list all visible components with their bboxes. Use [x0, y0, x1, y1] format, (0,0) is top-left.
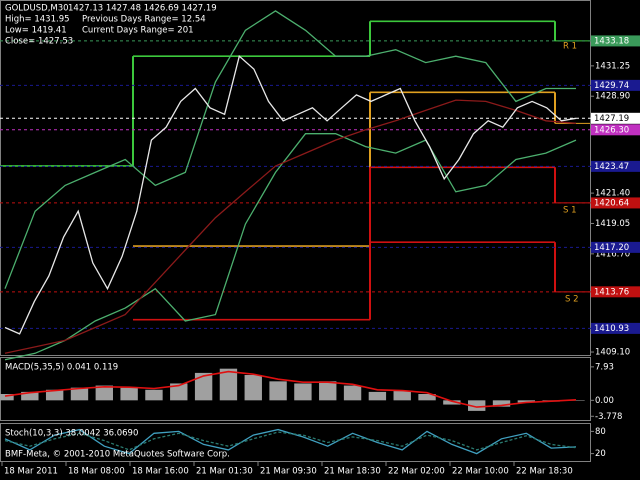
- y-tick-label: 1428.90: [595, 92, 630, 102]
- price-box-label: 1420.64: [594, 198, 629, 208]
- histogram-bar: [219, 368, 238, 401]
- price-box-label: 1433.18: [594, 36, 629, 46]
- histogram-bar: [418, 394, 436, 401]
- series-line: [4, 133, 577, 361]
- chart-layer: 1431.25 1428.90 1421.40 1419.05 1416.70 1409.…: [0, 10, 640, 477]
- y-tick-label: 1419.05: [595, 219, 630, 229]
- price-box-label: 1429.74: [594, 81, 629, 91]
- level-annotation: S 1: [563, 206, 577, 216]
- histogram-bar: [517, 400, 536, 403]
- price-box: [591, 79, 640, 91]
- histogram-bar: [120, 387, 138, 401]
- histogram-bar: [145, 389, 163, 401]
- y-tick-label: 1409.10: [595, 348, 630, 358]
- histogram-bar: [443, 400, 461, 405]
- y-tick-label: 80: [595, 427, 606, 437]
- time-label: 22 Mar 10:00: [452, 467, 509, 477]
- price-box: [591, 322, 640, 334]
- histogram-bar: [393, 391, 411, 401]
- macd-title: MACD(5,35,5) 0.041 0.119: [5, 363, 118, 373]
- histogram-bar: [194, 372, 213, 401]
- price-box: [591, 124, 640, 136]
- price-box-label: 1417.20: [594, 243, 629, 253]
- price-box: [591, 160, 640, 172]
- y-tick-label: -3.778: [595, 412, 622, 422]
- price-box: [591, 35, 640, 47]
- series-line: [4, 55, 577, 335]
- series-line: [4, 10, 576, 289]
- histogram-bar: [21, 391, 39, 401]
- time-label: 22 Mar 02:00: [388, 467, 445, 477]
- price-box-label: 1426.30: [594, 125, 629, 135]
- histogram-bar: [45, 389, 64, 401]
- time-label: 18 Mar 16:00: [132, 467, 189, 477]
- ohlc: 1427.13 1427.48 1426.69 1427.19: [68, 4, 217, 14]
- y-tick-label: 20: [595, 449, 606, 459]
- time-label: 18 Mar 2011: [4, 467, 58, 477]
- high: High= 1431.95: [5, 15, 70, 25]
- time-label: 18 Mar 08:00: [68, 467, 125, 477]
- level-annotation: S 2: [565, 295, 579, 305]
- price-box-label: 1413.76: [594, 287, 629, 297]
- histogram-bar: [492, 400, 511, 407]
- macd-frame: [0, 357, 591, 421]
- price-box-label: 1423.47: [594, 162, 629, 172]
- time-label: 21 Mar 01:30: [196, 467, 253, 477]
- histogram-bar: [468, 400, 486, 411]
- y-tick-label: 7.93: [595, 362, 614, 372]
- y-tick-label: 1416.70: [595, 249, 630, 259]
- signal-line: [4, 370, 577, 408]
- time-label: 22 Mar 18:30: [516, 467, 573, 477]
- histogram-bar: [244, 375, 262, 401]
- price-box-label: 1427.19: [594, 114, 629, 124]
- histogram-bar: [170, 383, 188, 401]
- stoch-frame: [0, 423, 591, 462]
- frame: [0, 0, 591, 462]
- price-box-label: 1410.93: [594, 324, 629, 334]
- histogram-bar: [269, 381, 287, 401]
- cur-range: Current Days Range= 201: [82, 26, 194, 36]
- histogram-bar: [368, 391, 387, 401]
- histogram-bar: [343, 385, 362, 401]
- time-label: 21 Mar 09:30: [260, 467, 317, 477]
- series-line: [4, 99, 577, 354]
- histogram-bar: [95, 385, 113, 401]
- stoch-title: Stoch(10,3,3) 38.0042 36.0690: [5, 429, 138, 439]
- histogram-bar: [294, 383, 312, 401]
- histogram-bar: [0, 394, 14, 401]
- price-box: [591, 112, 640, 124]
- price-box: [591, 286, 640, 298]
- low: Low= 1419.41: [5, 26, 67, 36]
- y-tick-label: 1421.40: [595, 189, 630, 199]
- y-tick-label: 0.00: [595, 396, 614, 406]
- time-label: 21 Mar 18:30: [324, 467, 381, 477]
- symbol: GOLDUSD,M30: [5, 4, 69, 14]
- close: Close= 1427.53: [5, 37, 73, 47]
- prev-range: Previous Days Range= 12.54: [82, 15, 206, 25]
- price-box: [591, 197, 640, 209]
- y-tick-label: 1431.25: [595, 61, 630, 71]
- price-box: [591, 241, 640, 253]
- histogram-bar: [319, 381, 337, 401]
- main-frame: [0, 0, 591, 356]
- level-annotation: R 1: [563, 42, 577, 52]
- histogram-bar: [70, 387, 89, 401]
- footer: BMF-Meta, © 2001-2010 MetaQuotes Softwar…: [5, 450, 230, 460]
- series-line: [4, 431, 577, 451]
